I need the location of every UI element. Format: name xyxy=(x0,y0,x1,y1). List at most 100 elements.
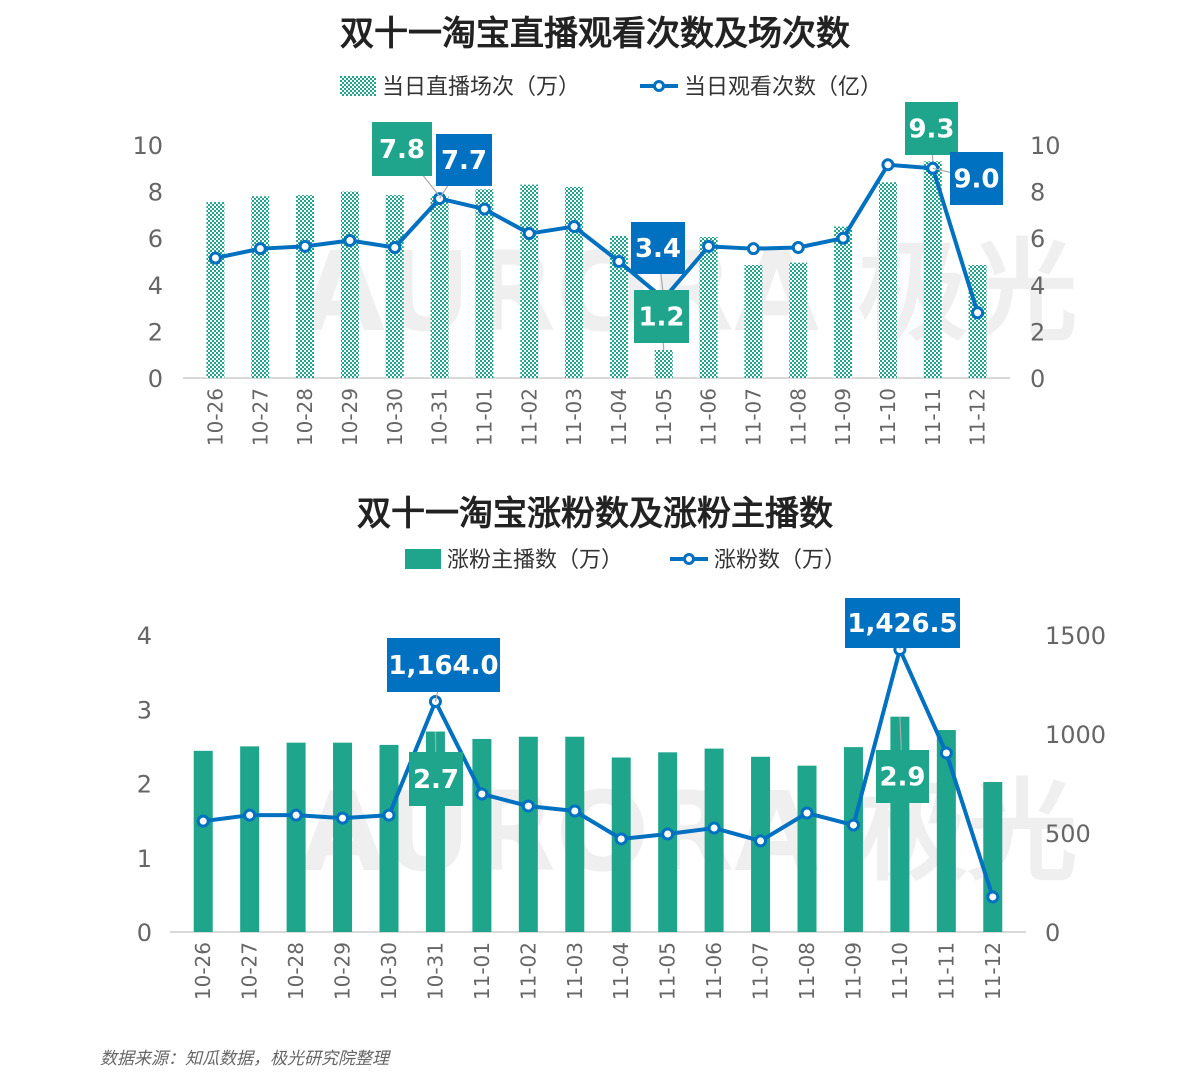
x-tick: 10-27 xyxy=(248,388,272,446)
x-tick: 11-11 xyxy=(921,388,945,446)
right-y-tick: 0 xyxy=(1045,919,1060,947)
right-y-tick: 1000 xyxy=(1045,721,1106,749)
data-label: 1,164.0 xyxy=(388,651,498,681)
left-y-tick: 3 xyxy=(137,696,152,724)
data-label: 3.4 xyxy=(635,234,681,264)
left-y-tick: 4 xyxy=(148,272,163,300)
bar-10-27 xyxy=(240,746,260,932)
data-label: 1,426.5 xyxy=(847,609,957,639)
legend-line-label: 涨粉数（万） xyxy=(714,548,846,573)
left-y-tick: 0 xyxy=(148,365,163,393)
chart-title: 双十一淘宝涨粉数及涨粉主播数 xyxy=(357,494,833,534)
legend-bar-swatch xyxy=(340,76,376,96)
line-point-10-27 xyxy=(253,242,267,256)
line-point-11-01 xyxy=(477,202,491,216)
right-y-tick: 6 xyxy=(1030,225,1045,253)
x-tick: 11-01 xyxy=(472,388,496,446)
line-point-11-01 xyxy=(475,787,489,801)
line-point-11-02 xyxy=(522,227,536,241)
x-tick: 11-10 xyxy=(876,388,900,446)
x-tick: 10-29 xyxy=(331,942,355,1000)
data-label: 2.9 xyxy=(879,763,925,793)
right-y-tick: 4 xyxy=(1030,272,1045,300)
x-tick: 11-04 xyxy=(609,942,633,1000)
line-point-11-03 xyxy=(568,804,582,818)
legend-line-marker xyxy=(653,80,665,92)
bar-11-04 xyxy=(609,235,628,378)
bar-11-11 xyxy=(923,161,942,378)
data-label: 7.8 xyxy=(379,135,425,165)
bar-11-12 xyxy=(968,264,987,378)
x-tick: 10-28 xyxy=(284,942,308,1000)
line-point-10-27 xyxy=(243,808,257,822)
left-y-tick: 4 xyxy=(137,622,152,650)
bar-11-10 xyxy=(890,716,910,932)
bar-11-06 xyxy=(699,237,718,378)
data-label: 2.7 xyxy=(413,765,459,795)
bar-10-29 xyxy=(333,742,353,932)
right-y-tick: 500 xyxy=(1045,820,1091,848)
data-label-box xyxy=(876,750,929,803)
bar-11-05 xyxy=(654,350,673,378)
bar-11-05 xyxy=(658,752,678,932)
x-tick: 10-30 xyxy=(377,942,401,1000)
bar-11-01 xyxy=(472,738,492,932)
source-note: 数据来源：知瓜数据，极光研究院整理 xyxy=(100,1049,389,1069)
bar-11-02 xyxy=(518,736,538,932)
bar-10-29 xyxy=(340,191,359,378)
line-point-11-07 xyxy=(746,242,760,256)
x-tick: 11-06 xyxy=(702,942,726,1000)
x-tick: 11-01 xyxy=(470,942,494,1000)
line-point-10-26 xyxy=(196,814,210,828)
x-tick: 10-27 xyxy=(238,942,262,1000)
line-point-10-26 xyxy=(208,251,222,265)
x-tick: 11-02 xyxy=(516,942,540,1000)
legend-line-label: 当日观看次数（亿） xyxy=(684,75,882,100)
line-point-10-28 xyxy=(289,808,303,822)
series-line xyxy=(215,162,980,314)
data-label-box xyxy=(631,222,685,274)
line-point-10-30 xyxy=(388,241,402,255)
x-tick: 10-29 xyxy=(338,388,362,446)
x-tick: 10-30 xyxy=(383,388,407,446)
x-tick: 10-26 xyxy=(191,942,215,1000)
data-label-box xyxy=(372,122,432,176)
bar-11-03 xyxy=(565,736,585,932)
data-label: 9.0 xyxy=(953,165,999,195)
x-tick: 11-08 xyxy=(786,388,810,446)
line-point-11-09 xyxy=(846,818,860,832)
x-tick: 11-02 xyxy=(517,388,541,446)
bar-11-03 xyxy=(565,186,584,378)
left-y-tick: 2 xyxy=(148,318,163,346)
line-point-11-05 xyxy=(661,827,675,841)
bar-11-08 xyxy=(797,765,817,932)
x-tick: 11-03 xyxy=(562,388,586,446)
bar-10-28 xyxy=(286,742,306,932)
line-point-11-09 xyxy=(836,231,850,245)
data-label-box xyxy=(387,638,500,692)
line-point-11-08 xyxy=(800,806,814,820)
data-label-box xyxy=(409,752,463,806)
line-point-11-02 xyxy=(521,799,535,813)
line-point-11-06 xyxy=(707,821,721,835)
bar-10-27 xyxy=(251,196,270,378)
chart-title: 双十一淘宝直播观看次数及场次数 xyxy=(340,14,850,54)
x-tick: 11-06 xyxy=(697,388,721,446)
bar-11-07 xyxy=(744,264,763,378)
x-tick: 11-04 xyxy=(607,388,631,446)
left-y-tick: 6 xyxy=(148,225,163,253)
line-point-11-07 xyxy=(754,834,768,848)
data-label-box xyxy=(845,598,960,648)
data-label-box xyxy=(436,134,492,186)
line-point-11-08 xyxy=(791,241,805,255)
line-point-10-29 xyxy=(336,811,350,825)
series-line xyxy=(202,647,995,898)
data-label: 9.3 xyxy=(908,115,954,145)
left-y-tick: 2 xyxy=(137,771,152,799)
bar-10-26 xyxy=(193,750,213,932)
line-point-11-03 xyxy=(567,220,581,234)
bar-11-09 xyxy=(834,226,853,378)
